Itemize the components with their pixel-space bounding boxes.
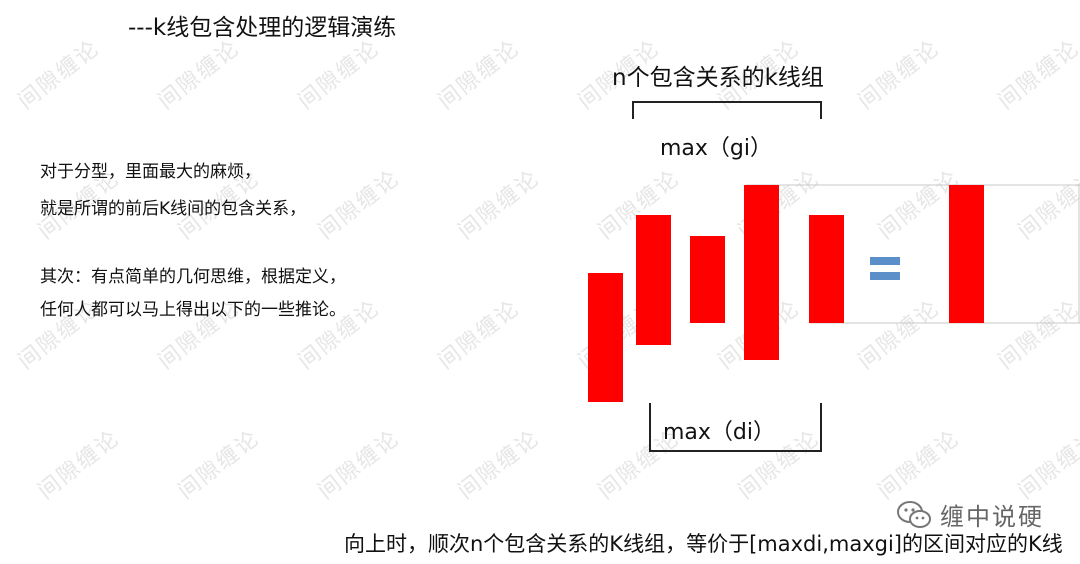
kline-bar-5: [809, 215, 844, 323]
group-title: n个包含关系的k线组: [612, 58, 824, 92]
kline-bar-4: [744, 185, 779, 360]
result-bar: [949, 185, 984, 323]
brand: 缠中说硬: [896, 497, 1044, 532]
equals-sign: [870, 257, 900, 280]
top-bracket: [633, 102, 821, 119]
brand-name: 缠中说硬: [940, 497, 1044, 532]
kline-bar-3: [690, 236, 725, 323]
max-gi-label: max（gi）: [660, 130, 772, 162]
wechat-icon: [896, 500, 932, 530]
kline-bar-2: [636, 215, 671, 345]
kline-bar-1: [588, 273, 623, 402]
max-di-label: max（di）: [663, 414, 775, 446]
conclusion-text: 向上时，顺次n个包含关系的K线组，等价于[maxdi,maxgi]的区间对应的K…: [344, 528, 1063, 558]
